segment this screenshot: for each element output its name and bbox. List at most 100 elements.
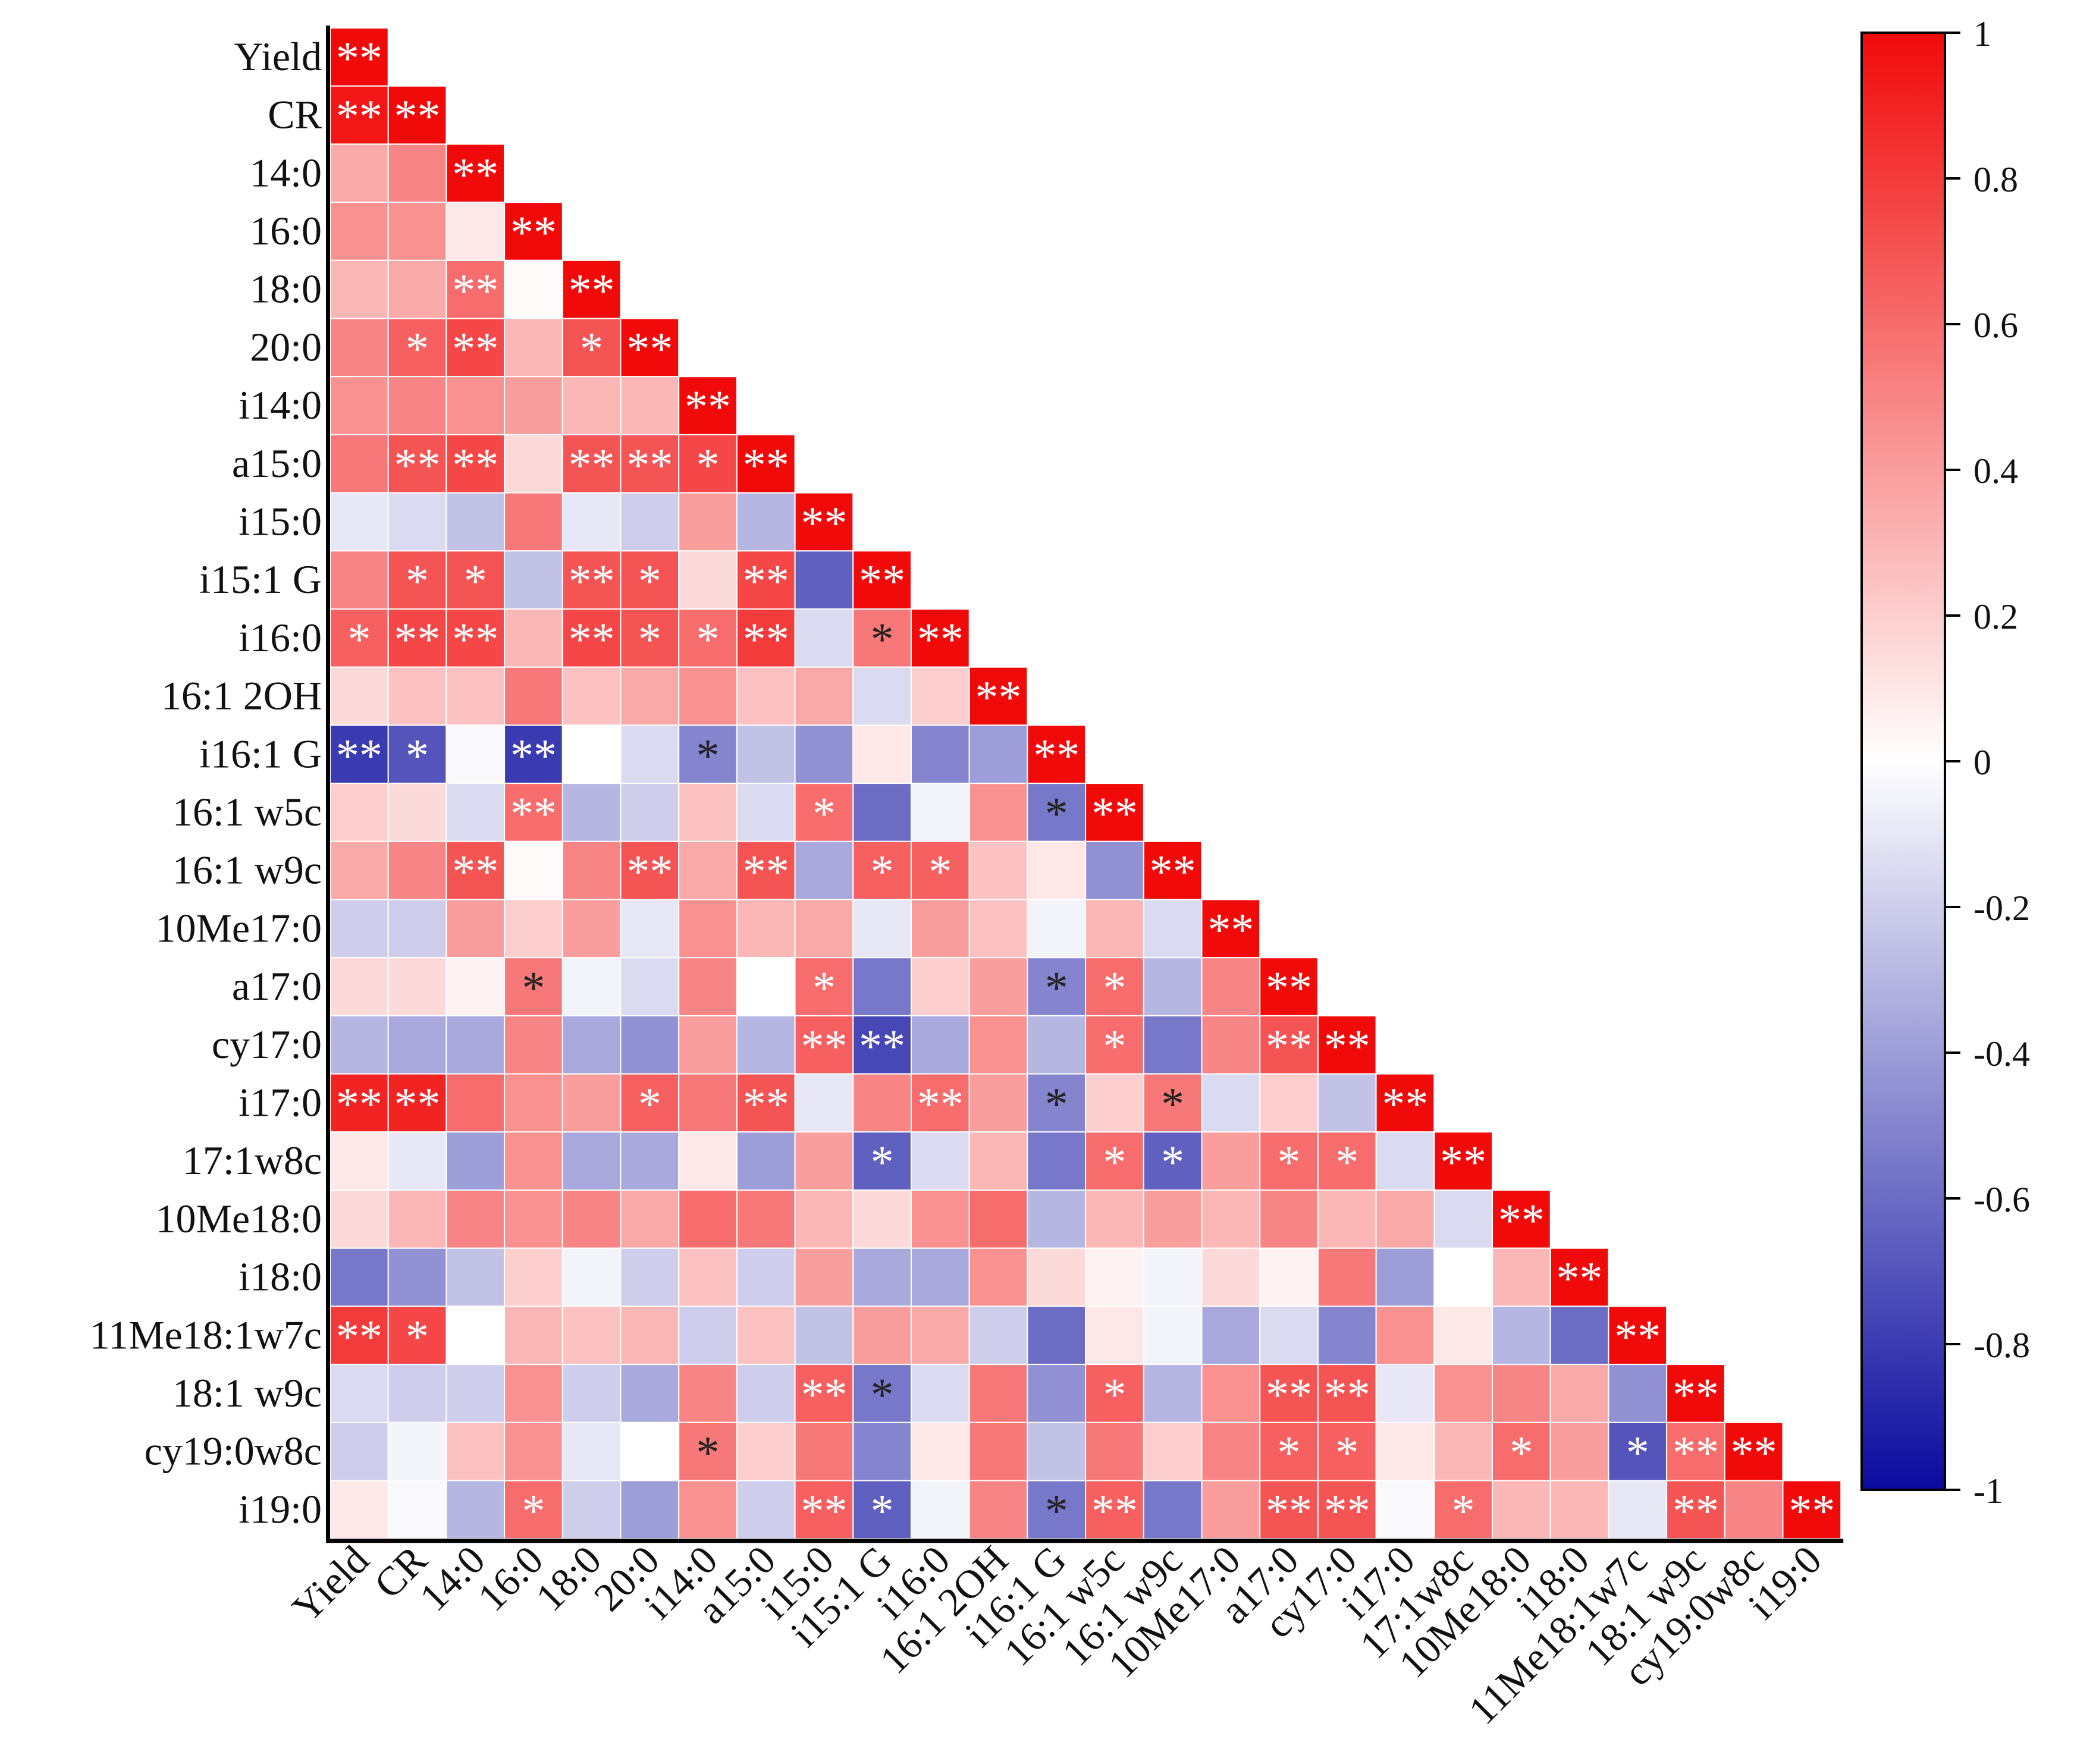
colorbar-tick-label: -0.4 [1973, 1034, 2030, 1074]
significance-mark-12-0: ** [336, 729, 382, 781]
significance-mark-19-9: * [871, 1136, 894, 1188]
heatmap-cell-16-7 [736, 957, 796, 1016]
significance-mark-25-3: * [522, 1484, 545, 1536]
heatmap-cell-16-8 [794, 957, 854, 1016]
y-tick-label: 16:1 2OH [161, 673, 322, 718]
significance-mark-9-2: * [464, 555, 487, 607]
heatmap-cell-22-7 [736, 1305, 796, 1366]
heatmap-cell-20-3 [504, 1189, 563, 1249]
heatmap-cell-14-9 [852, 840, 912, 900]
significance-mark-23-13: * [1103, 1368, 1126, 1420]
heatmap-cell-11-6 [678, 666, 738, 726]
significance-mark-21-21: ** [1557, 1253, 1603, 1304]
x-axis-labels: YieldCR14:016:018:020:0i14:0a15:0i15:0i1… [284, 1537, 1830, 1733]
heatmap-cell-11-9 [852, 666, 912, 726]
significance-mark-14-7: ** [743, 846, 789, 897]
heatmap-cell-11-0 [330, 666, 389, 726]
heatmap-cell-11-8 [794, 666, 854, 726]
heatmap-cell-8-1 [387, 492, 447, 552]
heatmap-cell-19-18 [1375, 1131, 1435, 1191]
heatmap-cell-1-0 [330, 85, 389, 145]
heatmap-cell-12-3 [504, 724, 563, 784]
heatmap-cell-13-13 [1085, 783, 1144, 842]
heatmap-cell-18-4 [561, 1073, 622, 1133]
heatmap-cell-24-14 [1143, 1421, 1203, 1481]
heatmap-cell-23-4 [561, 1364, 622, 1423]
significance-mark-24-20: * [1510, 1427, 1533, 1479]
heatmap-cell-25-6 [678, 1480, 738, 1540]
heatmap-cell-3-0 [330, 202, 389, 261]
heatmap-cell-24-3 [504, 1421, 563, 1481]
heatmap-cell-21-3 [504, 1247, 563, 1307]
significance-mark-16-16: ** [1266, 962, 1312, 1013]
heatmap-cell-19-15 [1201, 1131, 1261, 1191]
heatmap-cell-25-10 [911, 1480, 970, 1540]
heatmap-cell-25-11 [968, 1480, 1028, 1540]
heatmap-cell-7-0 [330, 434, 389, 494]
significance-mark-23-17: ** [1324, 1368, 1370, 1420]
heatmap-cell-17-8 [794, 1015, 854, 1075]
heatmap-cell-18-17 [1317, 1073, 1377, 1133]
heatmap-cell-22-15 [1201, 1305, 1261, 1366]
heatmap-cell-16-11 [968, 957, 1028, 1016]
heatmap-cell-20-19 [1433, 1189, 1493, 1249]
heatmap-cell-17-12 [1027, 1015, 1087, 1075]
significance-mark-22-1: * [406, 1310, 429, 1362]
heatmap-cell-14-8 [794, 840, 854, 900]
heatmap-cell-14-13 [1085, 840, 1144, 900]
heatmap-cell-3-2 [445, 202, 506, 261]
heatmap-cell-20-1 [387, 1189, 447, 1249]
heatmap-cell-21-4 [561, 1247, 622, 1307]
heatmap-cell-15-14 [1143, 899, 1203, 959]
heatmap-cell-3-1 [387, 202, 447, 261]
heatmap-cell-13-6 [678, 783, 738, 842]
significance-mark-22-0: ** [336, 1310, 382, 1362]
significance-mark-14-9: * [871, 846, 894, 897]
significance-mark-17-9: ** [859, 1020, 905, 1072]
heatmap-cell-19-10 [911, 1131, 970, 1191]
significance-mark-17-17: ** [1324, 1020, 1370, 1072]
heatmap-cell-20-9 [852, 1189, 912, 1249]
significance-mark-9-1: * [406, 555, 429, 607]
y-tick-label: a15:0 [232, 441, 322, 486]
heatmap-cell-24-22 [1608, 1421, 1668, 1481]
significance-mark-25-9: * [871, 1484, 894, 1536]
heatmap-cell-24-19 [1433, 1421, 1493, 1481]
heatmap-cell-14-2 [445, 840, 506, 900]
heatmap-cell-25-5 [620, 1480, 680, 1540]
heatmap-cell-19-12 [1027, 1131, 1087, 1191]
heatmap-cell-24-18 [1375, 1421, 1435, 1481]
significance-mark-24-6: * [696, 1427, 720, 1479]
heatmap-cell-23-19 [1433, 1364, 1493, 1423]
significance-mark-18-12: * [1045, 1078, 1068, 1129]
heatmap-cell-9-9 [852, 550, 912, 610]
heatmap-cell-15-3 [504, 899, 563, 959]
heatmap-cell-5-3 [504, 318, 563, 378]
heatmap-cell-18-15 [1201, 1073, 1261, 1133]
heatmap-cell-21-10 [911, 1247, 970, 1307]
heatmap-cell-6-0 [330, 376, 389, 435]
heatmap-cell-13-2 [445, 783, 506, 842]
significance-mark-25-13: ** [1091, 1484, 1138, 1536]
significance-mark-7-6: * [696, 439, 720, 491]
heatmap-cell-21-20 [1492, 1247, 1551, 1307]
y-tick-label: i18:0 [239, 1254, 322, 1300]
y-tick-label: 16:0 [250, 208, 322, 253]
significance-mark-16-8: * [812, 962, 836, 1013]
heatmap-cells [330, 27, 1842, 1540]
heatmap-cell-24-2 [445, 1421, 506, 1481]
significance-mark-13-13: ** [1091, 787, 1138, 839]
heatmap-cell-25-15 [1201, 1480, 1261, 1540]
heatmap-cell-24-0 [330, 1421, 389, 1481]
significance-mark-10-10: ** [917, 613, 964, 665]
heatmap-cell-23-0 [330, 1364, 389, 1423]
heatmap-cell-2-0 [330, 143, 389, 203]
heatmap-cell-12-11 [968, 724, 1028, 784]
y-tick-label: i15:1 G [199, 557, 322, 602]
heatmap-cell-9-2 [445, 550, 506, 610]
colorbar: 1 0.8 0.6 0.4 0.2 0 -0.2 -0.4 -0.6 -0.8 -1 [1860, 14, 2030, 1511]
heatmap-cell-14-14 [1143, 840, 1203, 900]
heatmap-cell-17-7 [736, 1015, 796, 1075]
heatmap-cell-21-14 [1143, 1247, 1203, 1307]
